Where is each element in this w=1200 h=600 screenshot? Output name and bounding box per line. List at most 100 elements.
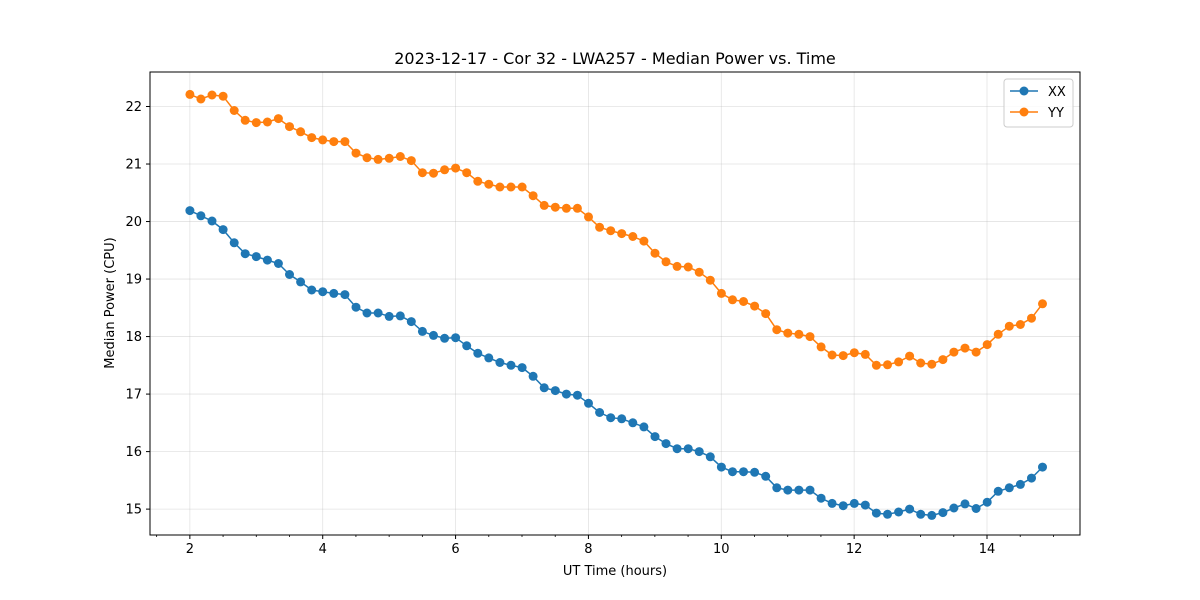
data-point-yy [905,351,915,361]
data-point-yy [262,117,272,127]
data-point-xx [606,413,616,423]
data-point-yy [373,154,383,164]
x-tick-label: 6 [451,542,459,557]
data-point-xx [1004,483,1014,493]
data-point-xx [871,508,881,518]
data-point-xx [816,493,826,503]
data-point-yy [539,200,549,210]
data-point-yy [495,182,505,192]
data-point-yy [484,179,494,189]
data-point-yy [617,229,627,239]
data-point-yy [672,261,682,271]
data-point-yy [550,202,560,212]
y-tick-label: 17 [125,388,142,403]
data-point-yy [838,351,848,361]
data-point-xx [628,418,638,428]
data-point-yy [650,248,660,258]
data-point-xx [240,249,250,259]
data-point-xx [661,439,671,449]
data-point-yy [384,153,394,163]
y-tick-label: 21 [125,158,142,173]
data-point-xx [827,498,837,508]
data-point-yy [429,168,438,178]
data-point-yy [860,349,870,359]
data-point-xx [672,444,682,454]
data-point-yy [240,115,250,125]
data-point-xx [262,255,272,265]
x-tick-label: 8 [584,542,592,557]
data-point-yy [739,297,748,306]
data-point-xx [373,308,383,318]
data-point-xx [451,333,461,343]
data-point-xx [207,216,217,226]
data-point-xx [318,287,328,297]
legend-marker-yy [1019,107,1029,117]
data-point-xx [395,311,405,321]
data-point-yy [185,89,195,99]
x-axis-label: UT Time (hours) [563,564,667,579]
x-tick-label: 10 [713,542,730,557]
data-point-yy [595,222,605,232]
y-tick-label: 20 [125,215,142,230]
legend-label-xx: XX [1048,85,1066,100]
data-point-xx [783,485,793,495]
data-point-xx [971,504,981,513]
data-point-xx [550,386,560,396]
data-point-yy [362,153,372,163]
data-point-yy [949,347,959,357]
data-point-yy [683,262,693,272]
data-point-yy [196,94,206,104]
x-tick-label: 4 [319,542,327,557]
data-point-xx [694,447,704,457]
data-point-yy [938,355,948,365]
legend-marker-xx [1019,86,1029,96]
data-point-xx [716,462,726,472]
data-point-xx [329,288,339,298]
data-point-xx [938,508,948,518]
data-point-xx [351,302,361,312]
data-point-yy [351,148,361,158]
data-point-yy [395,152,405,161]
data-point-yy [816,342,826,352]
data-point-xx [417,326,427,336]
series-line-yy [189,93,1044,367]
y-axis-label: Median Power (CPU) [103,237,118,368]
data-point-yy [584,212,593,222]
data-point-yy [440,165,450,175]
data-point-xx [772,483,782,493]
data-point-xx [340,290,350,300]
data-point-xx [384,311,394,321]
data-point-xx [296,277,306,287]
data-point-yy [229,106,239,115]
data-point-xx [506,360,516,370]
data-point-yy [639,236,649,246]
data-point-yy [1015,320,1025,329]
data-point-yy [772,325,782,335]
data-point-yy [296,127,306,137]
data-point-yy [794,329,804,339]
data-point-yy [417,168,427,178]
data-point-xx [993,486,1003,496]
data-point-yy [805,332,815,342]
data-point-xx [949,503,959,513]
data-point-yy [506,182,516,192]
data-point-xx [894,507,904,517]
data-point-yy [329,137,339,147]
data-point-xx [429,330,438,340]
data-point-xx [196,211,206,221]
data-point-yy [982,340,992,350]
data-point-yy [572,203,582,213]
data-point-xx [982,497,992,507]
data-point-yy [883,360,892,370]
data-point-yy [661,257,671,267]
data-point-xx [285,270,294,279]
data-point-xx [561,389,571,399]
y-tick-label: 18 [125,330,142,345]
data-point-yy [927,359,937,369]
data-point-xx [273,259,283,268]
data-point-yy [528,191,538,201]
data-point-yy [916,358,926,368]
legend-entry-xx: XX [1010,85,1066,100]
data-point-yy [517,182,527,192]
